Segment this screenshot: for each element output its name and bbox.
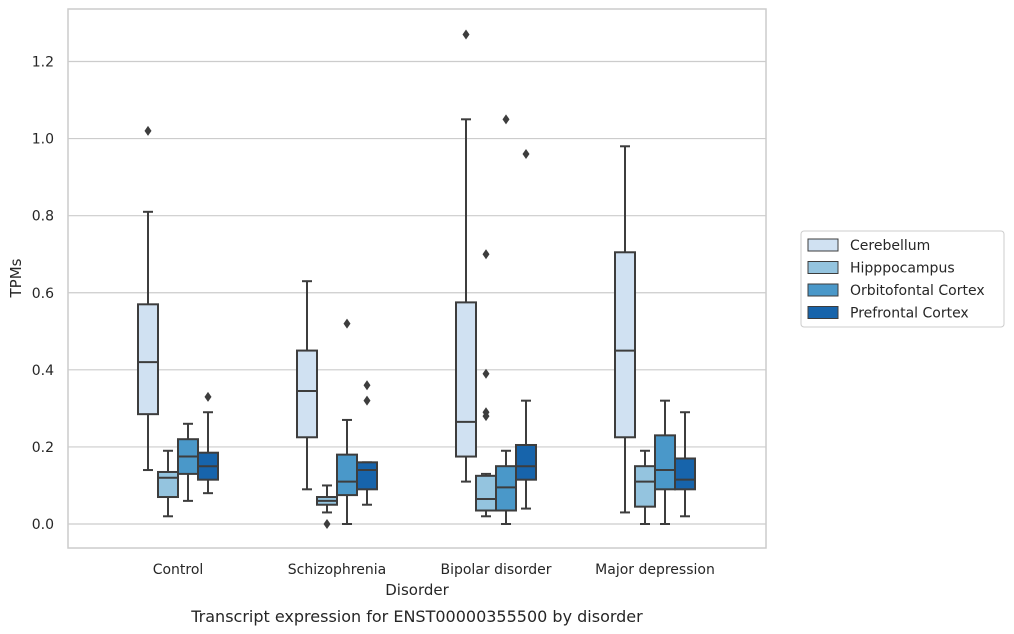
box-series bbox=[197, 149, 696, 518]
box-iqr bbox=[674, 457, 696, 491]
box-series bbox=[157, 249, 656, 529]
legend-swatch bbox=[807, 238, 839, 252]
box-series-group bbox=[137, 29, 696, 529]
box-iqr bbox=[157, 470, 179, 499]
box-iqr bbox=[455, 301, 477, 458]
y-tick-label: 0.0 bbox=[32, 517, 54, 533]
box-iqr bbox=[137, 303, 159, 416]
outlier-point bbox=[462, 29, 470, 40]
legend-label: Cerebellum bbox=[850, 238, 930, 254]
outlier-point bbox=[502, 114, 510, 125]
box-iqr bbox=[356, 461, 378, 491]
box-iqr bbox=[634, 465, 656, 508]
box-series bbox=[137, 29, 636, 514]
outlier-point bbox=[522, 149, 530, 159]
legend-label: Orbitofontal Cortex bbox=[850, 283, 985, 299]
outlier-point bbox=[343, 318, 351, 329]
legend-label: Hipppocampus bbox=[850, 261, 955, 277]
box-iqr bbox=[515, 443, 537, 481]
outlier-point bbox=[482, 249, 490, 260]
outlier-point bbox=[482, 407, 490, 418]
box-iqr bbox=[654, 434, 676, 491]
box-iqr bbox=[336, 453, 358, 497]
legend-frame bbox=[800, 230, 1005, 328]
x-tick-label: Major depression bbox=[595, 562, 715, 578]
box-series bbox=[177, 114, 676, 525]
y-tick-label: 1.2 bbox=[32, 55, 54, 71]
x-tick-label: Control bbox=[153, 562, 204, 578]
x-tick-labels: Control Schizophrenia Bipolar disorder Majo… bbox=[153, 562, 715, 578]
outlier-point bbox=[363, 380, 371, 391]
box-iqr bbox=[296, 349, 318, 439]
x-axis-label: Disorder bbox=[385, 581, 449, 599]
plot-frame bbox=[67, 8, 767, 549]
y-tick-label: 1.0 bbox=[32, 132, 54, 148]
outlier-point bbox=[144, 125, 152, 136]
x-tick-label: Schizophrenia bbox=[288, 562, 386, 578]
legend: Cerebellum Hipppocampus Orbitofontal Corte… bbox=[800, 230, 1005, 328]
legend-swatch bbox=[807, 306, 839, 319]
y-tick-label: 0.6 bbox=[32, 286, 54, 302]
chart-caption: Transcript expression for ENST0000035550… bbox=[190, 607, 643, 626]
y-tick-label: 0.2 bbox=[32, 440, 54, 456]
y-axis-label: TPMs bbox=[7, 258, 25, 298]
y-tick-labels: 0.0 0.2 0.4 0.6 0.8 1.0 1.2 bbox=[32, 55, 54, 534]
box-iqr bbox=[614, 251, 636, 439]
legend-swatch bbox=[807, 261, 839, 274]
box-iqr bbox=[475, 474, 497, 512]
y-tick-label: 0.8 bbox=[32, 209, 54, 225]
legend-swatch bbox=[807, 283, 839, 297]
outlier-point bbox=[323, 519, 331, 529]
outlier-point bbox=[482, 368, 490, 379]
y-tick-label: 0.4 bbox=[32, 363, 54, 379]
outlier-point bbox=[363, 395, 371, 406]
outlier-point bbox=[204, 391, 212, 402]
legend-label: Prefrontal Cortex bbox=[850, 306, 969, 322]
x-tick-label: Bipolar disorder bbox=[440, 562, 551, 578]
